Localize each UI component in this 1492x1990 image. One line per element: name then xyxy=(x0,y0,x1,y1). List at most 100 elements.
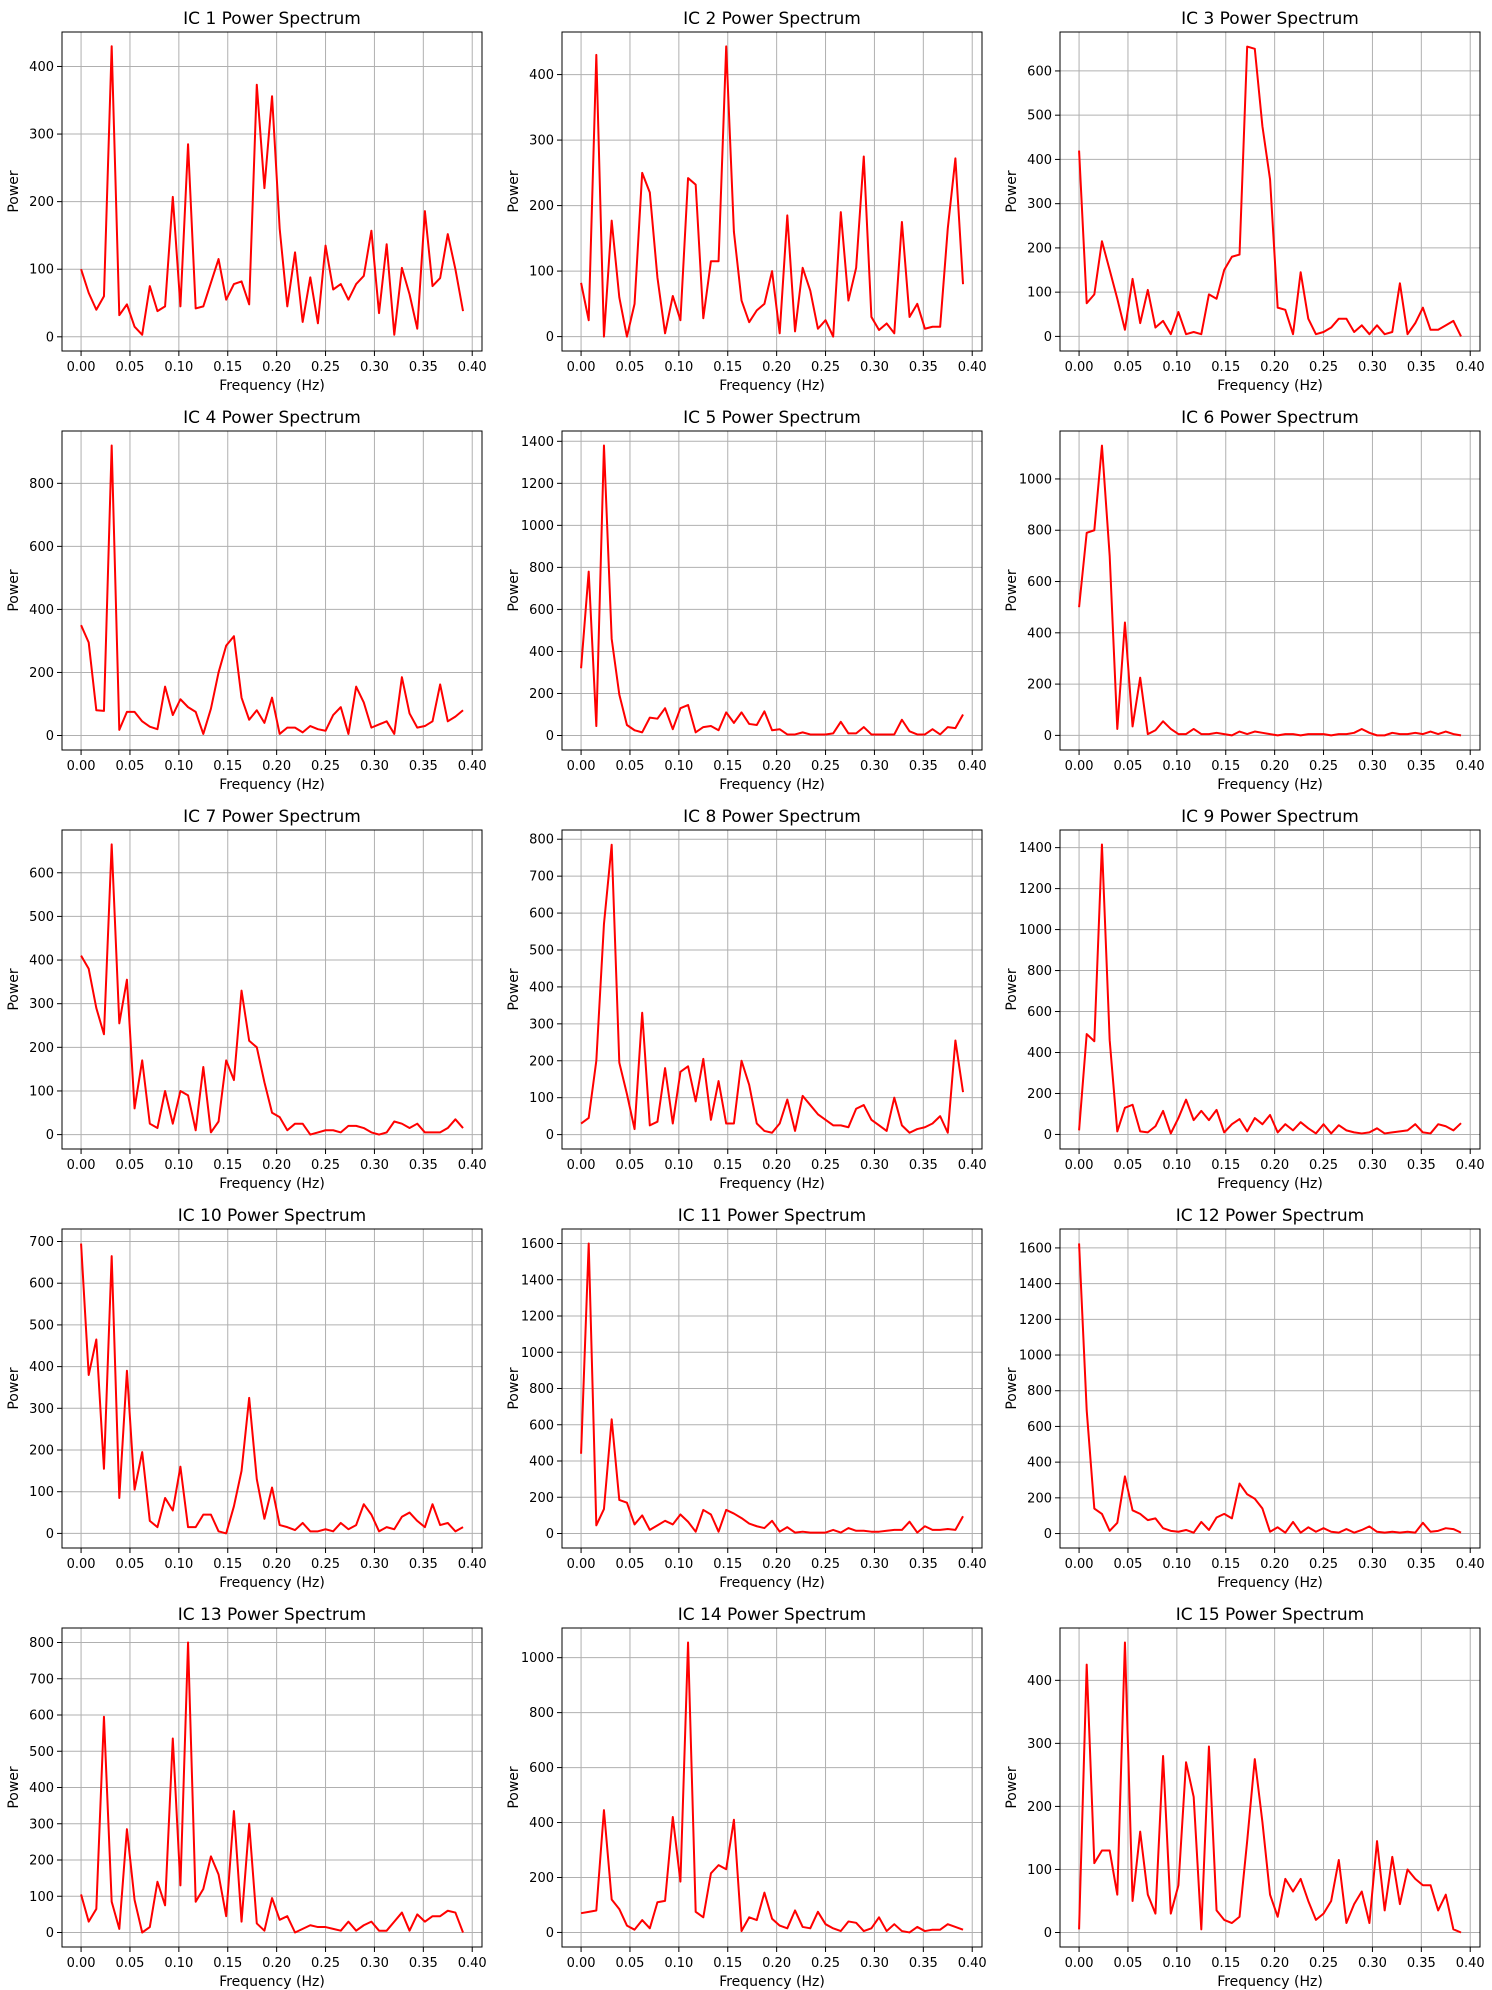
x-tick-label: 0.20 xyxy=(762,1158,791,1173)
y-axis-label: Power xyxy=(506,569,522,612)
x-tick-label: 0.35 xyxy=(1407,1557,1436,1572)
y-tick-label: 1000 xyxy=(1019,472,1052,487)
x-tick-label: 0.15 xyxy=(1211,1158,1240,1173)
y-tick-label: 700 xyxy=(529,870,554,885)
y-axis-label: Power xyxy=(6,170,22,213)
x-tick-label: 0.15 xyxy=(1211,360,1240,375)
x-tick-label: 0.35 xyxy=(1407,1956,1436,1971)
x-tick-label: 0.15 xyxy=(713,1557,742,1572)
y-tick-label: 1200 xyxy=(1019,882,1052,897)
y-tick-label: 600 xyxy=(29,1277,54,1292)
spectrum-line xyxy=(580,444,964,736)
y-tick-label: 200 xyxy=(1027,1491,1052,1506)
y-axis-label: Power xyxy=(506,1367,522,1410)
y-axis-label: Power xyxy=(6,569,22,612)
y-tick-label: 0 xyxy=(546,729,554,744)
x-tick-label: 0.00 xyxy=(1065,1557,1094,1572)
x-tick-label: 0.05 xyxy=(115,1557,144,1572)
axes-frame xyxy=(561,1228,983,1549)
x-axis-label: Frequency (Hz) xyxy=(219,777,325,793)
y-tick-label: 0 xyxy=(1044,729,1052,744)
x-tick-label: 0.05 xyxy=(615,360,644,375)
x-tick-label: 0.35 xyxy=(409,1158,438,1173)
x-tick-label: 0.15 xyxy=(713,1158,742,1173)
y-tick-label: 600 xyxy=(29,540,54,555)
x-tick-label: 0.00 xyxy=(1065,1158,1094,1173)
x-tick-label: 0.05 xyxy=(615,1158,644,1173)
x-tick-label: 0.40 xyxy=(958,1158,987,1173)
x-tick-label: 0.10 xyxy=(664,360,693,375)
x-axis-label: Frequency (Hz) xyxy=(219,378,325,394)
spectrum-line xyxy=(80,843,464,1136)
y-tick-label: 200 xyxy=(29,666,54,681)
y-tick-label: 0 xyxy=(546,1926,554,1941)
x-axis-label: Frequency (Hz) xyxy=(219,1176,325,1192)
x-tick-label: 0.20 xyxy=(1260,1956,1289,1971)
y-tick-label: 0 xyxy=(546,1128,554,1143)
y-tick-label: 1000 xyxy=(521,1651,554,1666)
x-axis-label: Frequency (Hz) xyxy=(219,1575,325,1591)
y-tick-label: 800 xyxy=(1027,524,1052,539)
y-tick-label: 1200 xyxy=(1019,1313,1052,1328)
spectrum-line xyxy=(80,1641,464,1934)
x-tick-label: 0.15 xyxy=(1211,759,1240,774)
y-tick-label: 400 xyxy=(1027,1456,1052,1471)
x-tick-label: 0.30 xyxy=(860,1158,889,1173)
x-tick-label: 0.35 xyxy=(909,1557,938,1572)
y-tick-label: 200 xyxy=(1027,678,1052,693)
x-tick-label: 0.30 xyxy=(360,759,389,774)
y-tick-label: 300 xyxy=(529,134,554,149)
x-tick-label: 0.30 xyxy=(1358,1158,1387,1173)
x-tick-label: 0.35 xyxy=(409,759,438,774)
x-tick-label: 0.00 xyxy=(567,360,596,375)
x-tick-label: 0.05 xyxy=(115,1158,144,1173)
axes-frame xyxy=(1059,1627,1481,1948)
x-tick-label: 0.15 xyxy=(713,759,742,774)
x-tick-label: 0.30 xyxy=(860,1956,889,1971)
x-tick-label: 0.15 xyxy=(213,1158,242,1173)
spectrum-line xyxy=(1078,843,1462,1135)
chart-title: IC 12 Power Spectrum xyxy=(1176,1206,1365,1226)
y-tick-label: 1600 xyxy=(521,1237,554,1252)
x-tick-label: 0.05 xyxy=(615,1557,644,1572)
y-tick-label: 200 xyxy=(29,1444,54,1459)
chart-title: IC 4 Power Spectrum xyxy=(183,408,361,428)
y-tick-label: 400 xyxy=(29,1781,54,1796)
y-tick-label: 600 xyxy=(529,1418,554,1433)
y-tick-label: 400 xyxy=(529,645,554,660)
x-tick-label: 0.40 xyxy=(958,1557,987,1572)
y-axis-label: Power xyxy=(1004,968,1020,1011)
y-tick-label: 1000 xyxy=(1019,923,1052,938)
x-tick-label: 0.35 xyxy=(409,1956,438,1971)
x-tick-label: 0.40 xyxy=(958,1956,987,1971)
y-axis-label: Power xyxy=(6,1766,22,1809)
y-tick-label: 400 xyxy=(1027,153,1052,168)
x-tick-label: 0.35 xyxy=(909,1956,938,1971)
x-tick-label: 0.20 xyxy=(262,759,291,774)
axes-frame xyxy=(561,31,983,352)
x-tick-label: 0.20 xyxy=(762,360,791,375)
x-tick-label: 0.40 xyxy=(958,360,987,375)
x-tick-label: 0.05 xyxy=(615,1956,644,1971)
y-tick-label: 400 xyxy=(29,60,54,75)
x-tick-label: 0.25 xyxy=(311,1956,340,1971)
x-tick-label: 0.40 xyxy=(1456,1158,1485,1173)
y-tick-label: 200 xyxy=(29,195,54,210)
y-tick-label: 1400 xyxy=(1019,841,1052,856)
y-tick-label: 1200 xyxy=(521,1310,554,1325)
y-tick-label: 500 xyxy=(529,943,554,958)
x-tick-label: 0.30 xyxy=(1358,360,1387,375)
x-tick-label: 0.25 xyxy=(1309,1557,1338,1572)
x-tick-label: 0.15 xyxy=(1211,1557,1240,1572)
y-tick-label: 100 xyxy=(1027,286,1052,301)
y-tick-label: 400 xyxy=(29,1360,54,1375)
x-tick-label: 0.10 xyxy=(1162,1158,1191,1173)
x-axis-label: Frequency (Hz) xyxy=(719,1176,825,1192)
x-tick-label: 0.00 xyxy=(67,1956,96,1971)
y-tick-label: 400 xyxy=(1027,626,1052,641)
x-tick-label: 0.40 xyxy=(458,1557,487,1572)
x-tick-label: 0.15 xyxy=(213,360,242,375)
y-tick-label: 200 xyxy=(529,1054,554,1069)
x-tick-label: 0.10 xyxy=(164,1158,193,1173)
spectrum-line xyxy=(80,1243,464,1535)
